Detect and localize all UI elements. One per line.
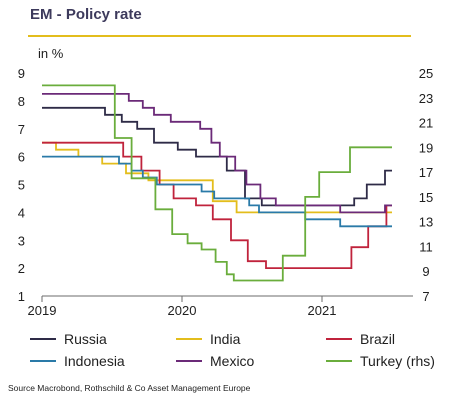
y-tick-label: 9 [18,66,25,81]
legend-swatch [326,338,352,340]
legend-swatch [326,360,352,362]
legend-label: Mexico [210,353,255,369]
y2-tick-label: 23 [419,91,433,106]
series-line-turkey-rhs [42,84,392,282]
y2-tick-label: 9 [422,264,429,279]
legend-label: Russia [64,331,107,347]
y-tick-label: 2 [18,261,25,276]
y2-tick-label: 19 [419,140,433,155]
legend-item: Mexico [176,352,254,370]
y-axis-label: in % [38,46,64,61]
chart-title: EM - Policy rate [30,6,142,23]
legend-item: Russia [30,330,107,348]
legend-item: Brazil [326,330,395,348]
legend-swatch [30,338,56,340]
legend-swatch [176,360,202,362]
x-tick-label: 2021 [308,303,337,318]
legend-item: Indonesia [30,352,125,370]
y2-tick-label: 17 [419,165,433,180]
legend-label: Indonesia [64,353,125,369]
series-line-russia [42,106,392,207]
y-tick-label: 3 [18,233,25,248]
y2-tick-label: 11 [419,239,433,254]
legend-swatch [176,338,202,340]
series-line-indonesia [42,155,392,228]
source-note: Source Macrobond, Rothschild & Co Asset … [8,383,251,393]
x-tick-label: 2020 [168,303,197,318]
series-line-india [42,141,392,214]
y2-tick-label: 13 [419,215,433,230]
y-tick-label: 7 [18,122,25,137]
y-tick-label: 8 [18,94,25,109]
y2-tick-label: 15 [419,190,433,205]
y2-tick-label: 21 [419,116,433,131]
x-tick-label: 2019 [28,303,57,318]
y-tick-label: 4 [18,205,25,220]
legend-swatch [30,360,56,362]
legend-label: Turkey (rhs) [360,353,435,369]
series-line-brazil [42,141,392,269]
y2-tick-label: 7 [422,289,429,304]
legend-item: India [176,330,240,348]
title-rule [28,35,411,37]
legend-label: Brazil [360,331,396,347]
y-tick-label: 6 [18,150,25,165]
y-tick-label: 5 [18,178,25,193]
legend-label: India [210,331,241,347]
y-tick-label: 1 [18,289,25,304]
y2-tick-label: 25 [419,66,433,81]
legend-item: Turkey (rhs) [326,352,435,370]
series-line-mexico [42,93,392,214]
